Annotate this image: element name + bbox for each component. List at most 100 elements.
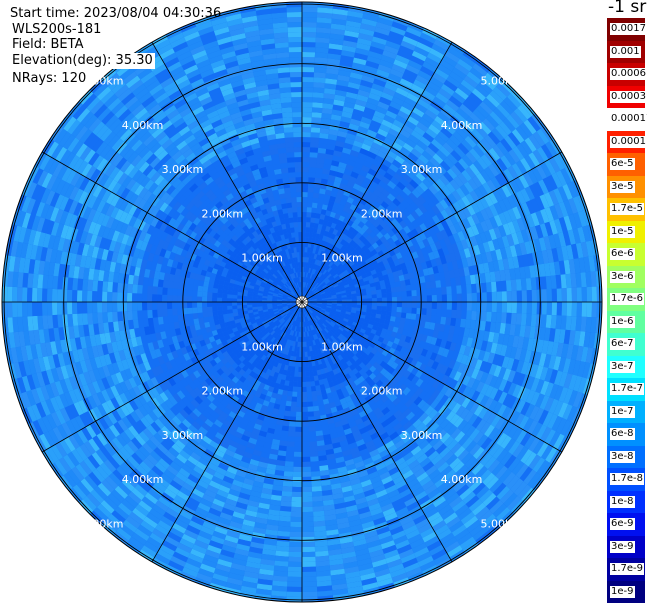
ppi-cell	[360, 346, 367, 353]
ppi-cell	[228, 282, 235, 288]
ppi-cell	[305, 227, 310, 233]
ppi-cell	[287, 298, 293, 301]
ppi-cell	[285, 248, 290, 255]
ppi-cell	[272, 260, 278, 266]
ppi-cell	[351, 299, 357, 302]
ppi-cell	[324, 270, 329, 276]
ppi-cell	[302, 201, 308, 208]
ppi-cell	[257, 304, 263, 307]
ppi-cell	[296, 346, 300, 352]
ppi-cell	[278, 368, 284, 375]
ppi-cell	[317, 147, 327, 154]
ppi-cell	[269, 227, 276, 234]
ppi-cell	[283, 277, 288, 283]
ppi-cell	[273, 333, 279, 339]
ppi-cell	[193, 279, 200, 286]
ppi-cell	[286, 253, 291, 260]
ppi-cell	[257, 292, 263, 296]
ppi-cell	[282, 304, 288, 307]
ppi-cell	[295, 316, 299, 322]
ppi-cell	[312, 334, 317, 340]
ppi-cell	[247, 263, 254, 270]
ppi-cell	[421, 302, 427, 309]
ppi-cell	[395, 286, 402, 293]
ppi-cell	[323, 367, 329, 374]
ppi-cell	[302, 177, 309, 183]
ppi-cell	[316, 295, 322, 299]
ppi-cell	[319, 188, 326, 195]
ppi-cell	[316, 440, 325, 447]
ppi-cell	[121, 292, 128, 302]
ppi-cell	[272, 318, 278, 323]
ppi-cell	[241, 263, 248, 270]
ppi-cell	[284, 187, 291, 194]
ppi-cell	[267, 340, 273, 347]
ppi-cell	[312, 312, 317, 317]
ppi-cell	[336, 295, 342, 299]
ppi-cell	[321, 352, 327, 358]
ppi-cell	[245, 242, 252, 249]
ppi-cell	[152, 286, 158, 295]
ppi-cell	[352, 266, 359, 272]
ppi-cell	[322, 323, 327, 328]
ppi-cell	[303, 311, 306, 317]
ppi-cell	[276, 362, 282, 369]
ppi-cell	[343, 281, 349, 286]
ppi-cell	[297, 391, 302, 398]
ppi-cell	[308, 309, 313, 314]
ppi-cell	[244, 280, 251, 285]
ppi-cell	[241, 275, 248, 281]
ppi-cell	[276, 277, 281, 282]
ppi-cell	[288, 237, 293, 244]
ppi-cell	[292, 112, 302, 118]
ppi-cell	[350, 334, 357, 341]
ppi-cell	[325, 225, 331, 232]
ppi-cell	[328, 261, 334, 267]
ppi-cell	[292, 341, 296, 347]
ppi-cell	[297, 206, 302, 213]
ppi-cell	[317, 198, 324, 205]
ppi-cell	[323, 314, 328, 319]
ppi-cell	[254, 272, 261, 277]
ppi-cell	[302, 262, 305, 267]
ppi-cell	[309, 227, 314, 233]
ppi-cell	[303, 336, 307, 342]
ppi-cell	[162, 294, 168, 302]
ppi-cell	[270, 315, 276, 320]
ppi-cell	[237, 305, 243, 309]
ppi-cell	[302, 361, 306, 367]
ppi-cell	[346, 304, 352, 308]
ppi-cell	[270, 337, 276, 343]
ppi-cell	[335, 322, 341, 327]
ppi-cell	[302, 406, 308, 412]
ppi-cell	[284, 254, 289, 260]
ppi-cell	[217, 310, 223, 316]
ppi-cell	[288, 381, 294, 387]
ppi-cell	[282, 298, 288, 301]
ppi-cell	[376, 302, 383, 307]
ppi-cell	[286, 355, 291, 361]
ppi-cell	[313, 223, 319, 229]
ppi-cell	[309, 222, 315, 228]
ppi-cell	[177, 302, 183, 309]
ppi-cell	[310, 471, 321, 477]
ppi-cell	[340, 239, 347, 246]
ppi-cell	[313, 375, 319, 381]
ppi-cell	[271, 317, 277, 322]
ppi-cell	[350, 312, 356, 317]
ppi-cell	[102, 302, 108, 313]
ppi-cell	[234, 280, 241, 286]
ppi-cell	[337, 302, 342, 305]
ppi-cell	[245, 257, 252, 264]
ppi-cell	[242, 310, 249, 315]
ppi-cell	[260, 243, 267, 250]
ppi-cell	[314, 264, 319, 270]
ppi-cell	[325, 326, 331, 332]
ppi-cell	[284, 410, 291, 417]
ppi-cell	[471, 310, 477, 321]
ppi-cell	[127, 283, 133, 294]
ppi-cell	[252, 296, 258, 300]
ppi-cell	[305, 288, 309, 293]
ppi-cell	[272, 305, 278, 309]
